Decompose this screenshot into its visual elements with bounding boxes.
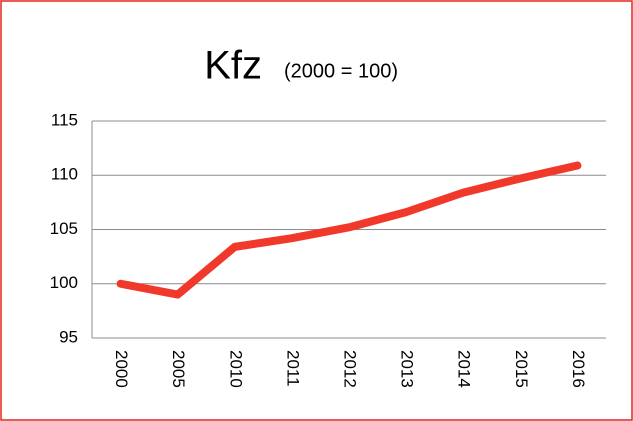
chart-title: Kfz [204, 44, 262, 88]
x-tick-label: 2011 [283, 350, 302, 387]
y-tick-label: 100 [50, 273, 78, 292]
x-tick-label: 2012 [341, 350, 360, 388]
y-tick-label: 110 [51, 165, 78, 184]
y-tick-label: 115 [51, 110, 78, 129]
x-tick-label: 2000 [112, 350, 131, 388]
x-tick-label: 2013 [398, 350, 417, 388]
x-tick-label: 2016 [569, 350, 588, 388]
y-tick-label: 95 [59, 327, 78, 346]
y-tick-label: 105 [50, 219, 78, 238]
x-tick-label: 2005 [169, 350, 188, 388]
x-tick-label: 2014 [455, 350, 474, 388]
x-tick-label: 2010 [226, 350, 245, 388]
line [116, 161, 582, 299]
chart-subtitle: (2000 = 100) [284, 60, 398, 82]
x-tick-label: 2015 [512, 350, 531, 388]
